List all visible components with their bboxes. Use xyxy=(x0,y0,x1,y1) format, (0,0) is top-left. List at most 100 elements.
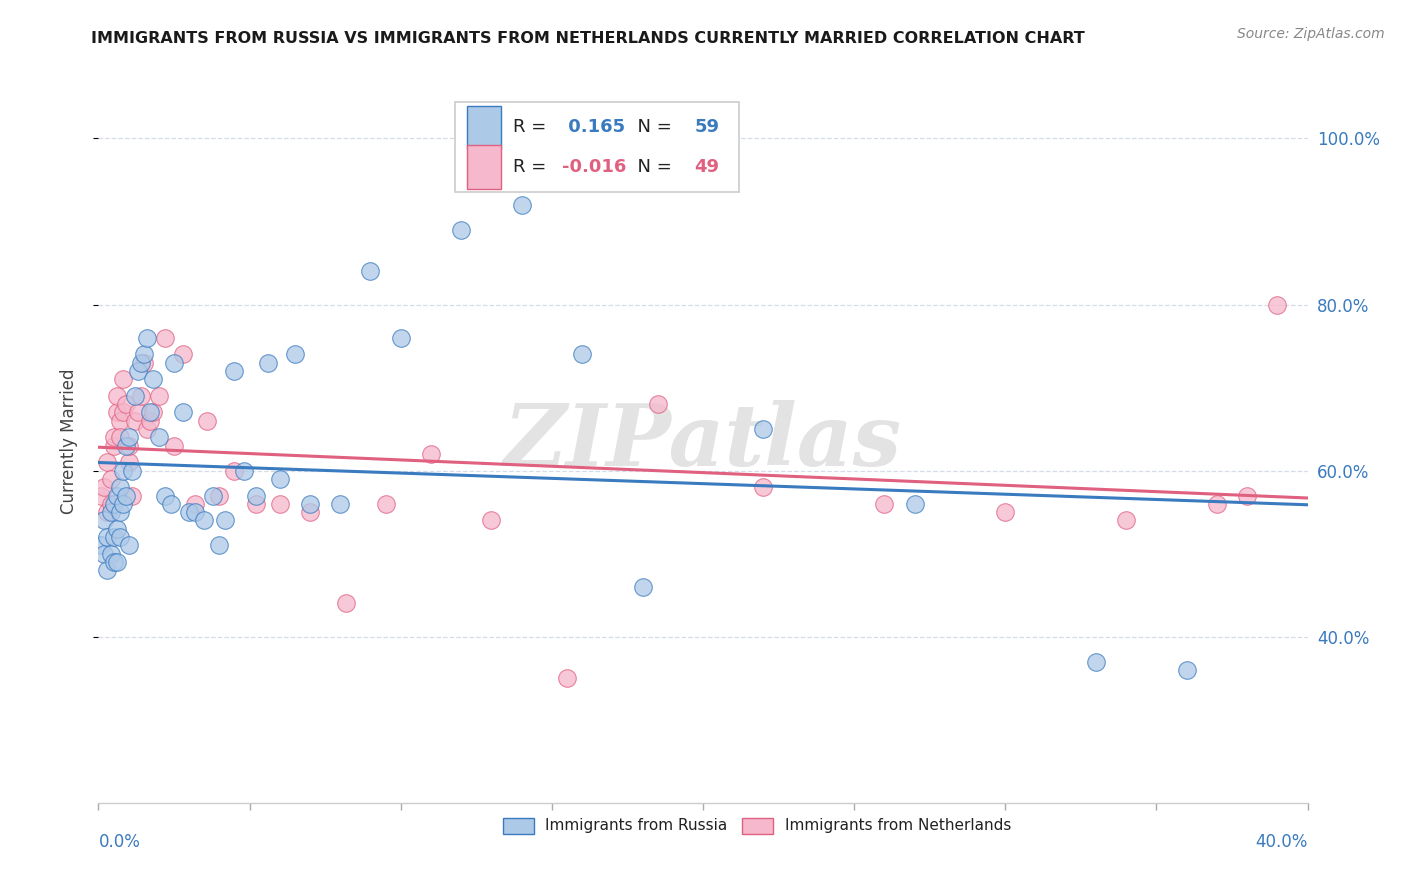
Point xyxy=(114,439,136,453)
Point xyxy=(873,497,896,511)
Text: 0.0%: 0.0% xyxy=(98,833,141,851)
Point xyxy=(389,331,412,345)
Point xyxy=(160,497,183,511)
Text: N =: N = xyxy=(626,119,678,136)
Point xyxy=(374,497,396,511)
Point xyxy=(172,347,194,361)
Point xyxy=(752,480,775,494)
Point xyxy=(121,464,143,478)
Point xyxy=(108,414,131,428)
Text: 0.165: 0.165 xyxy=(561,119,624,136)
Point xyxy=(142,405,165,419)
Y-axis label: Currently Married: Currently Married xyxy=(59,368,77,515)
Point xyxy=(510,198,533,212)
Point xyxy=(193,513,215,527)
Point xyxy=(96,505,118,519)
Text: ZIPatlas: ZIPatlas xyxy=(503,400,903,483)
Point xyxy=(139,405,162,419)
Point xyxy=(195,414,218,428)
Point xyxy=(224,364,246,378)
Point xyxy=(90,489,112,503)
Point xyxy=(269,497,291,511)
Point xyxy=(124,389,146,403)
Point xyxy=(214,513,236,527)
Point xyxy=(127,405,149,419)
Point xyxy=(103,439,125,453)
Text: N =: N = xyxy=(626,158,678,176)
Point xyxy=(118,455,141,469)
Point xyxy=(163,356,186,370)
Point xyxy=(1115,513,1137,527)
Point xyxy=(124,414,146,428)
Point xyxy=(153,331,176,345)
Point xyxy=(103,555,125,569)
Point xyxy=(184,505,207,519)
Point xyxy=(121,489,143,503)
Point xyxy=(93,513,115,527)
Point xyxy=(1085,655,1108,669)
Point xyxy=(245,497,267,511)
Point xyxy=(450,223,472,237)
Point xyxy=(105,389,128,403)
Text: R =: R = xyxy=(513,158,553,176)
Point xyxy=(93,480,115,494)
Point xyxy=(269,472,291,486)
Point xyxy=(108,430,131,444)
Point xyxy=(224,464,246,478)
Point xyxy=(96,563,118,577)
Point xyxy=(90,538,112,552)
Text: Source: ZipAtlas.com: Source: ZipAtlas.com xyxy=(1237,27,1385,41)
Point xyxy=(284,347,307,361)
Point xyxy=(105,522,128,536)
Point xyxy=(148,430,170,444)
Point xyxy=(111,464,134,478)
Point xyxy=(299,497,322,511)
Point xyxy=(184,497,207,511)
Text: -0.016: -0.016 xyxy=(561,158,626,176)
Point xyxy=(299,505,322,519)
Point xyxy=(135,422,157,436)
Point xyxy=(1236,489,1258,503)
Point xyxy=(148,389,170,403)
Point xyxy=(127,364,149,378)
Point xyxy=(647,397,669,411)
Point xyxy=(111,372,134,386)
Point xyxy=(202,489,225,503)
Point xyxy=(100,505,122,519)
FancyBboxPatch shape xyxy=(467,105,501,149)
Point xyxy=(420,447,443,461)
Point xyxy=(132,347,155,361)
Point xyxy=(105,405,128,419)
Point xyxy=(96,455,118,469)
Point xyxy=(129,356,152,370)
Point xyxy=(139,414,162,428)
Point xyxy=(132,356,155,370)
Point xyxy=(752,422,775,436)
Point xyxy=(245,489,267,503)
FancyBboxPatch shape xyxy=(467,145,501,189)
Point xyxy=(1175,663,1198,677)
Point xyxy=(481,513,503,527)
Point xyxy=(100,497,122,511)
Point xyxy=(105,489,128,503)
Point xyxy=(111,405,134,419)
Point xyxy=(105,555,128,569)
Text: 49: 49 xyxy=(695,158,720,176)
Point xyxy=(118,538,141,552)
Point xyxy=(108,505,131,519)
Point xyxy=(108,530,131,544)
Point xyxy=(118,430,141,444)
Text: Immigrants from Russia: Immigrants from Russia xyxy=(546,819,727,833)
Point xyxy=(631,580,654,594)
Point xyxy=(208,489,231,503)
Point xyxy=(142,372,165,386)
Point xyxy=(335,597,357,611)
Text: 40.0%: 40.0% xyxy=(1256,833,1308,851)
Point xyxy=(360,264,382,278)
Point xyxy=(163,439,186,453)
Point xyxy=(100,547,122,561)
Point xyxy=(118,439,141,453)
Point xyxy=(904,497,927,511)
Point xyxy=(103,530,125,544)
Point xyxy=(179,505,201,519)
